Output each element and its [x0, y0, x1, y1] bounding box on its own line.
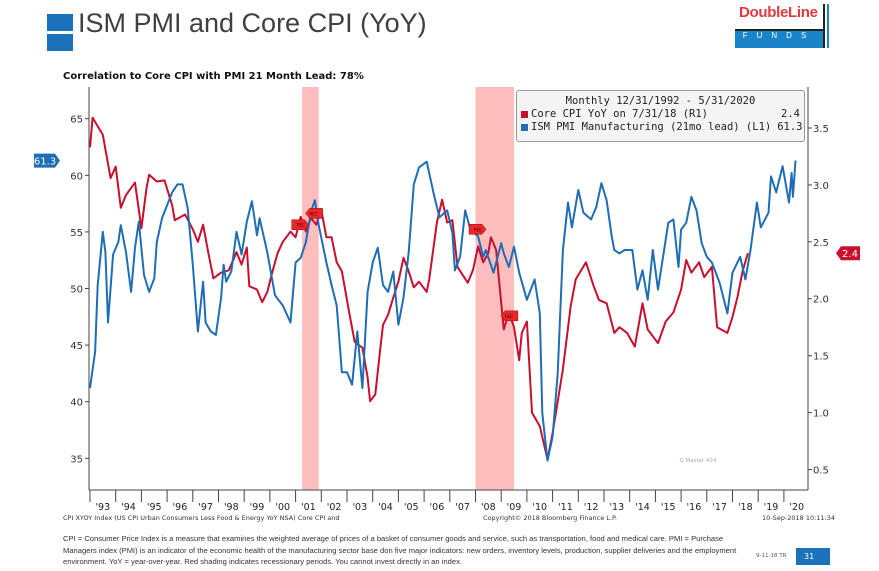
- x-tick-label: '04: [378, 502, 393, 513]
- x-tick-label: '01: [301, 502, 316, 513]
- right-tick-label: 0.5: [813, 466, 829, 477]
- logo-funds: FUNDS: [742, 31, 816, 40]
- page-number: 31: [796, 548, 830, 565]
- logo-bar: [735, 29, 823, 48]
- x-tick-label: '15: [661, 502, 676, 513]
- chart-copyright: Copyright© 2018 Bloomberg Finance L.P.: [483, 514, 617, 522]
- watermark: G Master 424: [679, 458, 717, 464]
- x-tick-label: '97: [198, 502, 213, 513]
- chart-subtitle: Correlation to Core CPI with PMI 21 Mont…: [63, 71, 364, 82]
- left-tick-label: 65: [70, 115, 83, 126]
- x-tick-label: '96: [173, 502, 188, 513]
- date-code: 9-11-18 TR: [756, 553, 787, 559]
- x-tick-label: '20: [789, 502, 804, 513]
- x-tick-label: '13: [609, 502, 624, 513]
- core-cpi-line: [89, 116, 749, 461]
- x-tick-label: '18: [738, 502, 753, 513]
- x-tick-label: '93: [95, 502, 110, 513]
- left-last-value-label: 61.3: [34, 157, 56, 168]
- left-tick-label: 35: [70, 454, 83, 465]
- legend-label: ISM PMI Manufacturing (21mo lead) (L1): [531, 121, 772, 133]
- x-tick-label: '94: [121, 502, 136, 513]
- rec-flag-label: REC: [297, 223, 305, 228]
- legend-value: 2.4: [781, 108, 800, 120]
- chart-source: CPI XYOY Index (US CPI Urban Consumers L…: [63, 514, 340, 522]
- legend-value: 61.3: [777, 121, 803, 133]
- x-tick-label: '00: [275, 502, 290, 513]
- x-tick-label: '16: [687, 502, 702, 513]
- rec-flag-label: REC: [310, 211, 318, 216]
- rec-flag-label: REC: [505, 314, 513, 319]
- x-tick-label: '09: [507, 502, 522, 513]
- legend-label: Core CPI YoY on 7/31/18 (R1): [531, 108, 709, 120]
- x-tick-label: '95: [147, 502, 162, 513]
- right-last-value-tag: [836, 246, 860, 261]
- legend-swatch: [521, 110, 528, 118]
- title-accent-square-top: [47, 14, 73, 31]
- doubleline-logo: DoubleLine FUNDS: [735, 4, 831, 48]
- x-tick-label: '19: [764, 502, 779, 513]
- legend-header: Monthly 12/31/1992 - 5/31/2020: [565, 95, 756, 107]
- x-tick-label: '11: [558, 502, 573, 513]
- rec-flag: [500, 310, 519, 322]
- x-tick-label: '98: [224, 502, 239, 513]
- right-tick-label: 2.5: [813, 238, 829, 249]
- rec-flag: [305, 208, 323, 219]
- right-tick-label: 3.5: [813, 124, 829, 135]
- left-tick-label: 40: [70, 398, 83, 409]
- rec-flag: [291, 219, 310, 230]
- right-tick-label: 1.5: [813, 352, 829, 363]
- title-accent-square-bottom: [47, 34, 73, 51]
- left-last-value-tag: [34, 153, 60, 168]
- x-tick-label: '06: [430, 502, 445, 513]
- right-tick-label: 3.0: [813, 181, 829, 192]
- left-tick-label: 50: [70, 285, 83, 296]
- x-tick-label: '17: [712, 502, 727, 513]
- x-tick-label: '02: [327, 502, 342, 513]
- legend-entry-pmi: ISM PMI Manufacturing (21mo lead) (L1) 6…: [517, 121, 804, 133]
- disclaimer-notes: CPI = Consumer Price Index is a measure …: [63, 534, 737, 566]
- left-tick-label: 60: [70, 171, 83, 182]
- right-tick-label: 1.0: [813, 409, 829, 420]
- chart-timestamp: 10-Sep-2018 10:11:34: [762, 514, 836, 522]
- left-tick-label: 45: [70, 341, 83, 352]
- left-tick-label: 55: [70, 228, 83, 239]
- rec-flag-label: REC: [474, 227, 482, 232]
- legend-entry-cpi: Core CPI YoY on 7/31/18 (R1) 2.4: [517, 108, 804, 120]
- x-tick-label: '10: [532, 502, 547, 513]
- x-tick-label: '03: [352, 502, 367, 513]
- x-tick-label: '14: [635, 502, 650, 513]
- logo-brand: DoubleLine: [739, 4, 818, 21]
- x-tick-label: '99: [250, 502, 265, 513]
- page-title: ISM PMI and Core CPI (YoY): [78, 8, 427, 38]
- logo-line: [823, 4, 825, 48]
- recession-band: [475, 87, 515, 490]
- recession-band: [302, 87, 319, 490]
- x-tick-label: '05: [404, 502, 419, 513]
- x-tick-label: '12: [584, 502, 599, 513]
- chart-legend: Monthly 12/31/1992 - 5/31/2020 Core CPI …: [516, 90, 805, 142]
- rec-flag: [468, 224, 487, 235]
- legend-swatch: [521, 123, 528, 131]
- right-last-value-label: 2.4: [842, 249, 858, 260]
- ism-pmi-line: [89, 160, 797, 462]
- logo-line: [827, 4, 829, 48]
- right-tick-label: 2.0: [813, 295, 829, 306]
- x-tick-label: '07: [455, 502, 470, 513]
- x-tick-label: '08: [481, 502, 496, 513]
